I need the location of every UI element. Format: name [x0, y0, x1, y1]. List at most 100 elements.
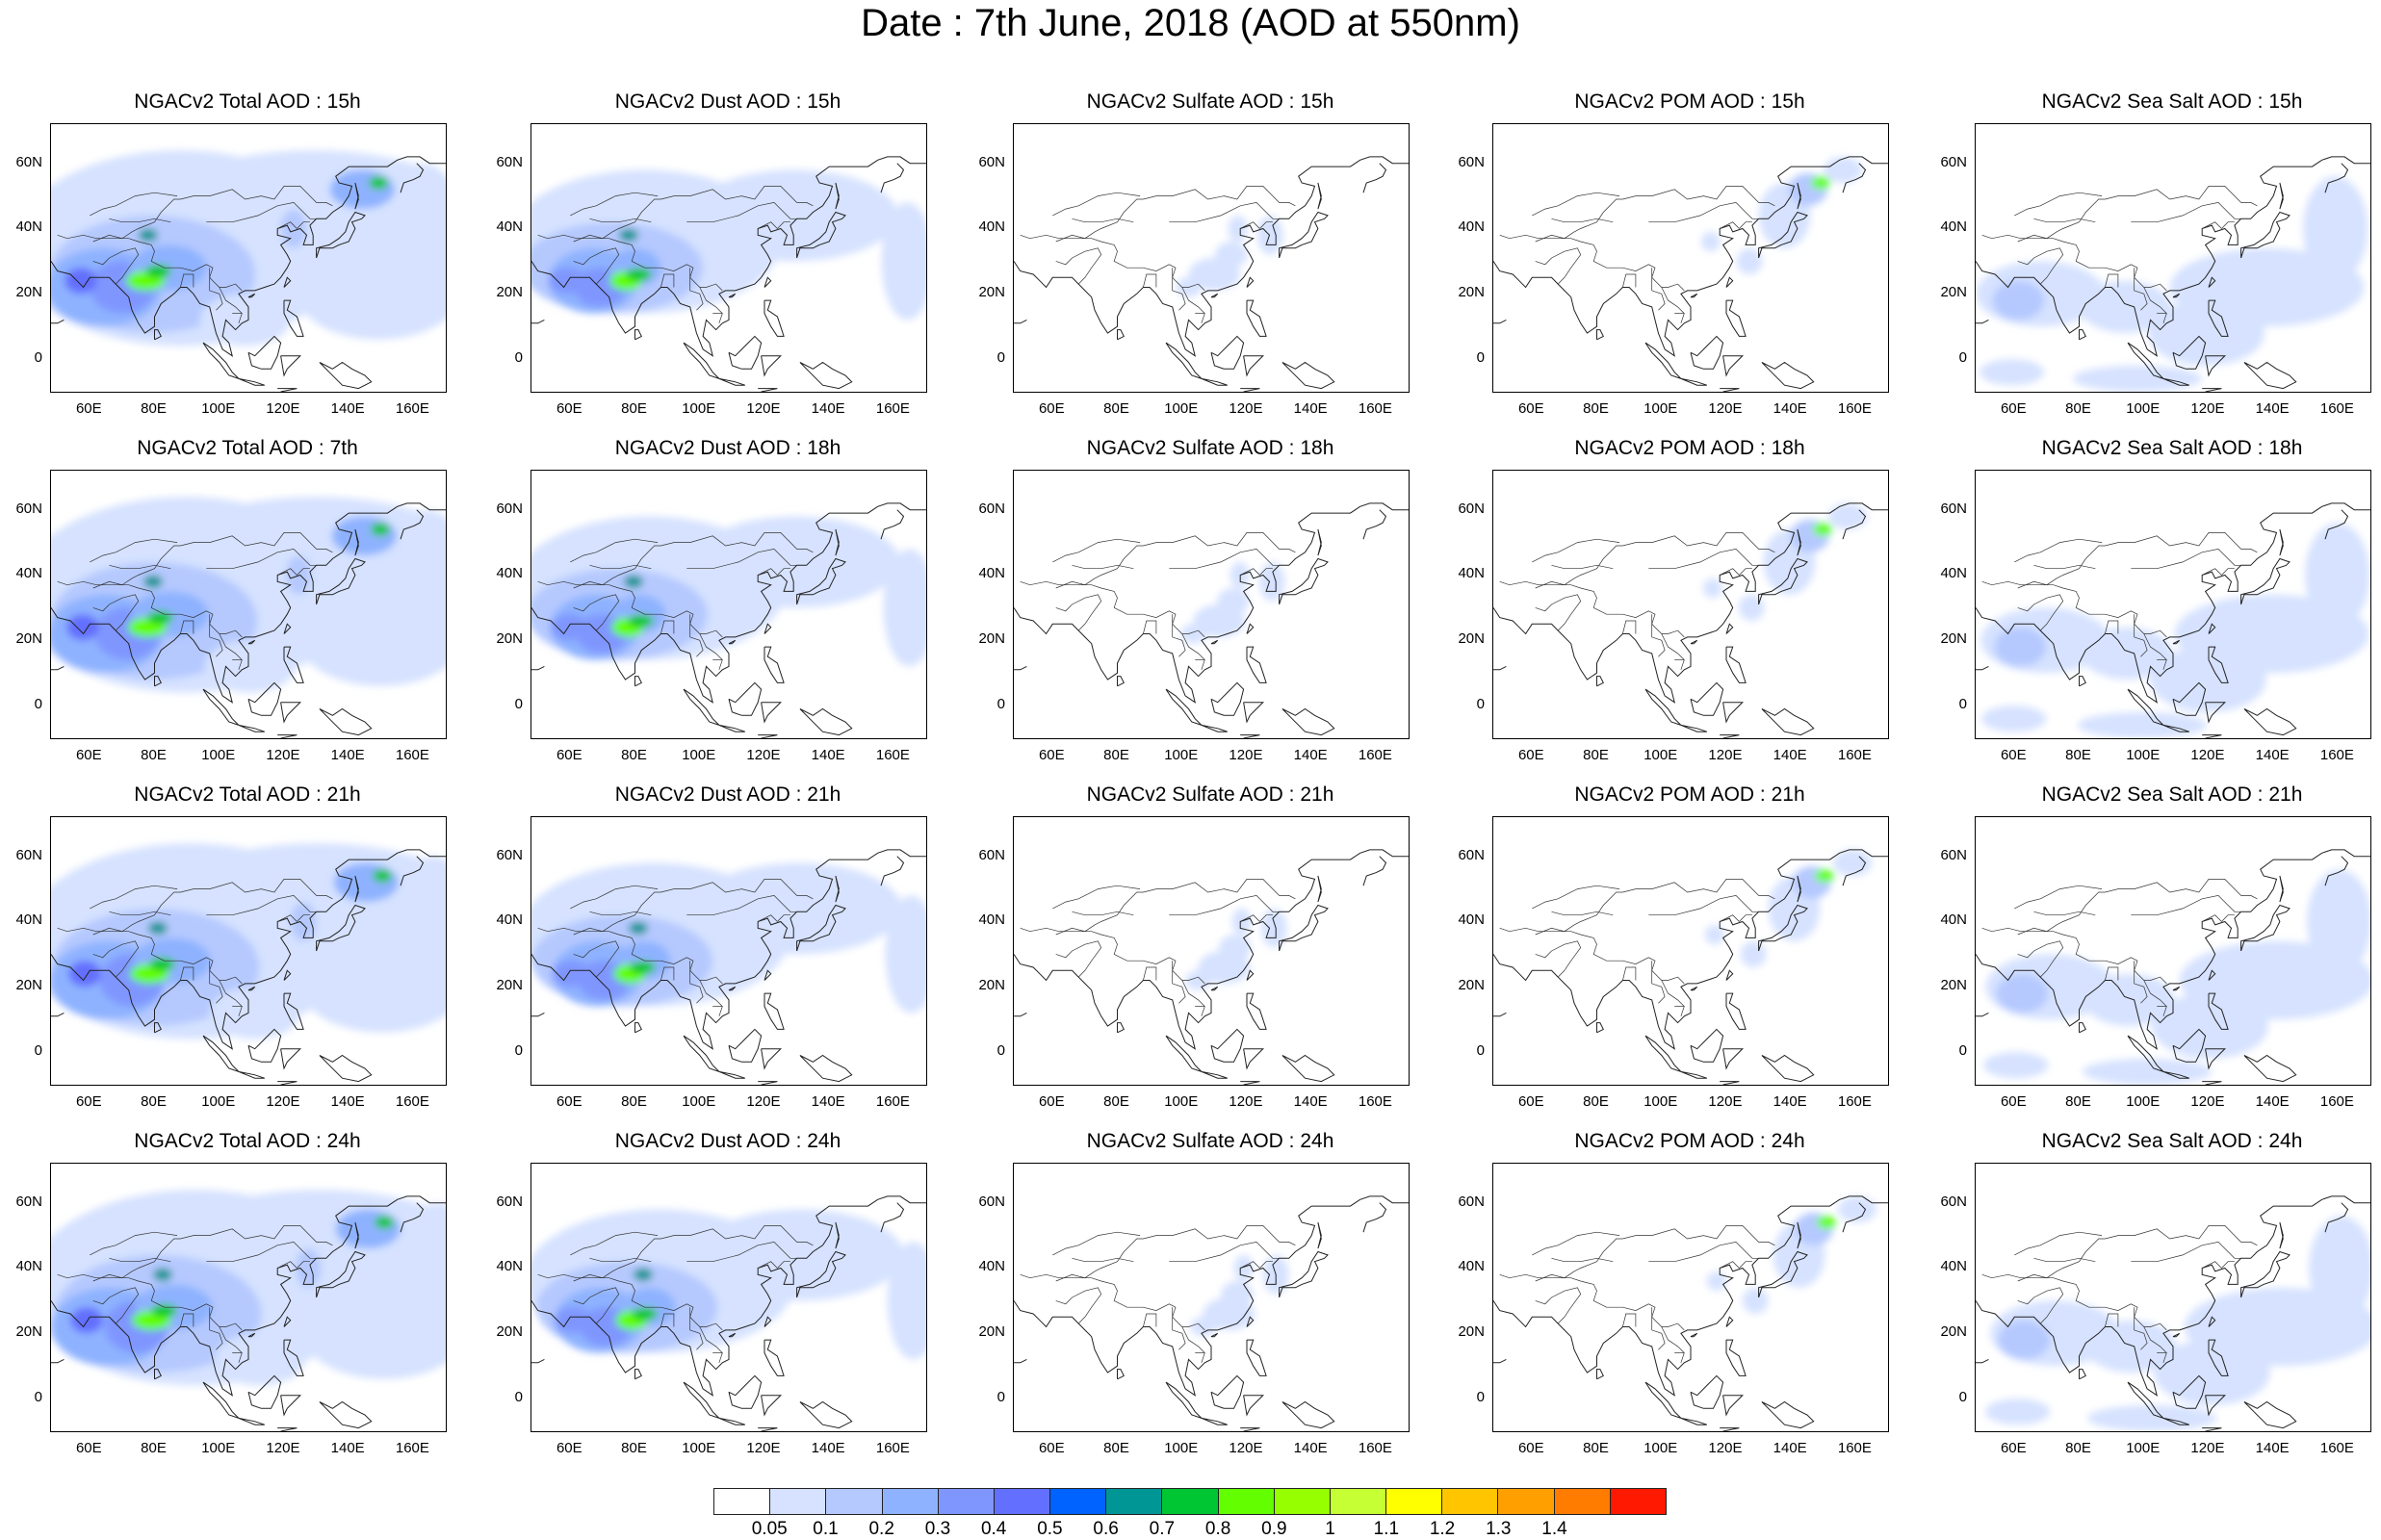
coastline: [1758, 211, 1808, 259]
coastline: [2240, 557, 2290, 605]
coastline: [283, 646, 304, 683]
coastline: [1644, 342, 1682, 379]
coastline: [316, 557, 366, 605]
coastline: [531, 502, 926, 704]
colorbar-swatch: [1049, 1488, 1106, 1515]
coastline: [247, 986, 256, 991]
country-border: [1720, 221, 1740, 229]
map-frame: [1013, 816, 1410, 1086]
coastline: [835, 875, 840, 903]
lat-tick-label: 40N: [978, 565, 1005, 582]
lon-tick-label: 140E: [811, 1440, 845, 1456]
country-border: [1622, 620, 1637, 634]
coastline: [1243, 1395, 1265, 1417]
country-border: [689, 961, 704, 1004]
country-border: [1169, 202, 1280, 223]
coastline: [1758, 1250, 1808, 1298]
coastline: [634, 1369, 642, 1380]
coastline: [51, 849, 446, 1050]
coastline: [1317, 182, 1322, 210]
lon-tick-label: 160E: [875, 747, 910, 763]
country-border: [1499, 1273, 1685, 1331]
coastline: [728, 986, 737, 991]
coastline: [280, 1395, 302, 1417]
lon-tick-label: 60E: [556, 400, 582, 417]
panel-title: NGACv2 Total AOD : 24h: [134, 1130, 361, 1152]
aod-contour: [2216, 987, 2268, 1026]
lon-tick-label: 100E: [1164, 747, 1199, 763]
coastline: [683, 1381, 720, 1419]
lat-tick-label: 0: [514, 696, 523, 713]
coastline: [835, 182, 840, 210]
country-border: [573, 594, 620, 631]
coastline: [1690, 639, 1698, 645]
coastline: [354, 1221, 359, 1249]
coastline: [283, 1339, 304, 1376]
coastline: [1210, 681, 1245, 716]
lat-tick-label: 40N: [15, 565, 42, 582]
coastline: [2243, 707, 2297, 736]
country-border: [2131, 1242, 2241, 1263]
aod-contour: [1228, 215, 1248, 243]
country-border: [777, 914, 790, 922]
country-border: [297, 914, 310, 922]
lon-tick-label: 140E: [1293, 747, 1328, 763]
coastline: [1976, 1358, 1989, 1364]
coastline: [247, 335, 282, 370]
coastline: [283, 992, 304, 1030]
aod-field: [1493, 849, 1888, 1085]
aod-contour: [371, 523, 391, 536]
map-frame: [1975, 816, 2371, 1086]
country-border: [1648, 895, 1759, 916]
coastline: [2172, 1028, 2207, 1063]
lat-tick-label: 20N: [15, 284, 42, 301]
colorbar-tick: 0.7: [1149, 1519, 1176, 1539]
lat-tick-label: 40N: [978, 911, 1005, 929]
colorbar-tick: 0.05: [751, 1519, 788, 1539]
aod-contour: [214, 1333, 305, 1386]
map-panel: NGACv2 Sulfate AOD : 24h 60N 40N 20N 0 60E 80E…: [963, 1124, 1410, 1464]
country-border: [206, 202, 317, 223]
coastline: [1201, 1070, 1228, 1079]
coastline: [2208, 276, 2216, 288]
coastline: [1976, 502, 2370, 704]
country-border: [2017, 247, 2064, 285]
colorbar-swatch: [1329, 1488, 1386, 1515]
country-border: [1499, 234, 1685, 292]
colorbar-tick: 0.2: [868, 1519, 894, 1539]
coastline: [1210, 1374, 1245, 1409]
coastline: [1210, 335, 1245, 370]
lon-tick-label: 100E: [682, 1440, 716, 1456]
lat-tick-label: 20N: [1458, 284, 1485, 301]
coastline: [1976, 849, 2370, 1050]
map-frame: [1013, 470, 1410, 739]
coastline: [1362, 1202, 1387, 1233]
country-border: [758, 221, 778, 229]
coastline: [2240, 1250, 2290, 1298]
coastline: [531, 319, 545, 324]
country-border: [209, 268, 223, 311]
coastline: [1246, 1316, 1255, 1327]
country-border: [1259, 914, 1273, 922]
coastline: [796, 1250, 846, 1298]
aod-contour: [2214, 640, 2266, 680]
lon-tick-label: 80E: [1583, 1440, 1609, 1456]
coastline: [763, 276, 772, 288]
coastline: [2162, 1070, 2189, 1079]
country-border: [1739, 1261, 1752, 1269]
map-frame: [531, 470, 927, 739]
coastline: [683, 688, 720, 726]
colorbar-tick: 1.1: [1373, 1519, 1400, 1539]
country-border: [1535, 879, 1775, 936]
lon-tick-label: 120E: [266, 747, 300, 763]
lon-tick-label: 160E: [2319, 1440, 2354, 1456]
coastline: [1317, 875, 1322, 903]
map-frame: [531, 123, 927, 393]
aod-contour: [623, 575, 643, 589]
map-panel: NGACv2 Total AOD : 15h 60N 40N 20N 0 60E 80E 10…: [0, 85, 447, 424]
coastline: [718, 1417, 745, 1425]
lat-tick-label: 60N: [1458, 153, 1485, 170]
lon-tick-label: 140E: [2255, 747, 2290, 763]
lat-tick-label: 60N: [1940, 153, 1967, 170]
map-panel: NGACv2 POM AOD : 15h 60N 40N 20N 0 60E 80E 100E…: [1442, 85, 1889, 424]
